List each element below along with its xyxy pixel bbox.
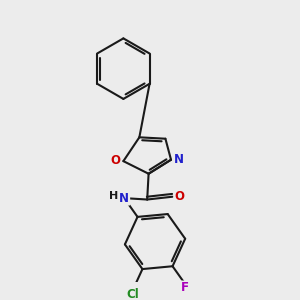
Text: Cl: Cl (126, 288, 139, 300)
Text: N: N (119, 192, 129, 205)
Text: O: O (110, 154, 121, 167)
Text: F: F (181, 281, 189, 295)
Text: H: H (109, 191, 118, 201)
Text: N: N (174, 153, 184, 166)
Text: O: O (174, 190, 184, 203)
